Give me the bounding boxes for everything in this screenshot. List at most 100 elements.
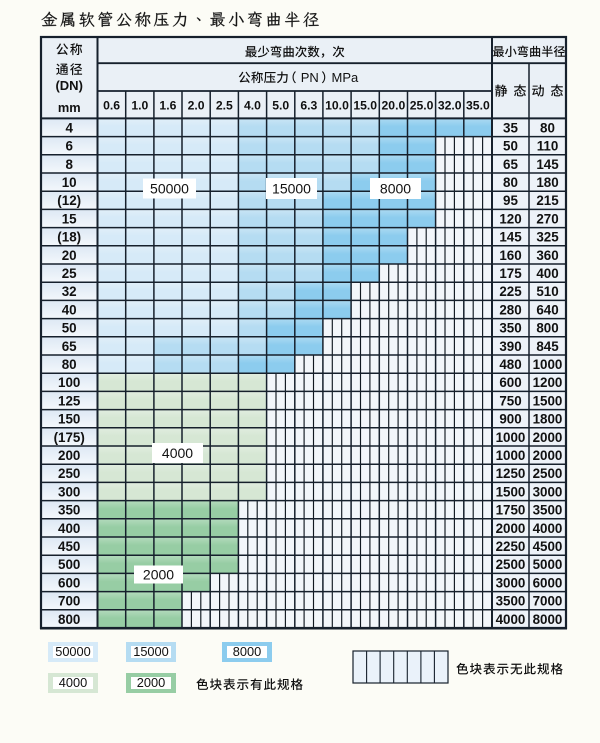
svg-text:50: 50 xyxy=(503,139,518,154)
svg-text:1.0: 1.0 xyxy=(131,99,148,113)
svg-text:360: 360 xyxy=(536,248,558,263)
svg-text:390: 390 xyxy=(499,339,521,354)
svg-text:300: 300 xyxy=(58,484,80,499)
svg-text:3000: 3000 xyxy=(533,484,563,499)
svg-text:32: 32 xyxy=(62,284,77,299)
svg-text:65: 65 xyxy=(503,157,518,172)
svg-text:1500: 1500 xyxy=(496,484,526,499)
svg-text:MPa: MPa xyxy=(332,70,360,85)
svg-text:400: 400 xyxy=(536,266,558,281)
svg-text:750: 750 xyxy=(499,393,521,408)
svg-text:250: 250 xyxy=(58,466,80,481)
svg-text:0.6: 0.6 xyxy=(103,99,120,113)
svg-text:(175): (175) xyxy=(54,430,85,445)
svg-text:4000: 4000 xyxy=(59,675,87,690)
svg-text:15000: 15000 xyxy=(133,644,169,659)
svg-text:8000: 8000 xyxy=(380,181,411,197)
svg-text:8000: 8000 xyxy=(533,612,563,627)
svg-text:10.0: 10.0 xyxy=(325,99,349,113)
svg-text:10: 10 xyxy=(62,175,77,190)
svg-text:95: 95 xyxy=(503,193,518,208)
svg-text:1250: 1250 xyxy=(496,466,526,481)
svg-text:110: 110 xyxy=(537,139,559,154)
svg-text:3000: 3000 xyxy=(496,575,526,590)
svg-text:(12): (12) xyxy=(57,193,81,208)
svg-text:6000: 6000 xyxy=(533,575,563,590)
svg-text:200: 200 xyxy=(58,448,80,463)
svg-text:500: 500 xyxy=(58,557,80,572)
svg-text:100: 100 xyxy=(58,375,80,390)
svg-text:4500: 4500 xyxy=(533,539,563,554)
svg-text:2500: 2500 xyxy=(496,557,526,572)
svg-text:1750: 1750 xyxy=(496,503,526,518)
svg-text:35.0: 35.0 xyxy=(466,99,490,113)
svg-text:510: 510 xyxy=(536,284,558,299)
svg-text:(18): (18) xyxy=(57,230,81,245)
svg-text:600: 600 xyxy=(58,575,80,590)
svg-text:2500: 2500 xyxy=(533,466,563,481)
svg-text:225: 225 xyxy=(499,284,522,299)
svg-text:215: 215 xyxy=(536,193,559,208)
svg-text:150: 150 xyxy=(58,412,80,427)
svg-text:4000: 4000 xyxy=(162,445,193,461)
svg-text:80: 80 xyxy=(540,120,555,135)
svg-text:35: 35 xyxy=(503,120,518,135)
svg-text:mm: mm xyxy=(58,100,81,115)
svg-text:20: 20 xyxy=(62,248,77,263)
svg-text:25.0: 25.0 xyxy=(410,99,434,113)
svg-text:(DN): (DN) xyxy=(55,78,82,93)
svg-text:5000: 5000 xyxy=(533,557,563,572)
svg-text:125: 125 xyxy=(58,393,81,408)
svg-text:900: 900 xyxy=(499,412,521,427)
svg-text:1800: 1800 xyxy=(533,412,563,427)
svg-text:600: 600 xyxy=(499,375,521,390)
svg-text:2000: 2000 xyxy=(143,567,174,583)
svg-text:1000: 1000 xyxy=(496,430,526,445)
svg-text:80: 80 xyxy=(503,175,518,190)
svg-text:120: 120 xyxy=(499,211,521,226)
svg-text:8000: 8000 xyxy=(233,644,261,659)
svg-text:2.5: 2.5 xyxy=(216,99,233,113)
svg-text:145: 145 xyxy=(499,230,522,245)
svg-text:2000: 2000 xyxy=(137,675,165,690)
svg-text:4.0: 4.0 xyxy=(244,99,261,113)
svg-text:8: 8 xyxy=(65,157,73,172)
svg-text:50: 50 xyxy=(62,321,77,336)
svg-text:450: 450 xyxy=(58,539,80,554)
svg-text:270: 270 xyxy=(536,211,558,226)
svg-text:180: 180 xyxy=(536,175,558,190)
svg-text:2000: 2000 xyxy=(496,521,526,536)
svg-text:2000: 2000 xyxy=(533,430,563,445)
svg-text:640: 640 xyxy=(536,302,558,317)
svg-text:2000: 2000 xyxy=(533,448,563,463)
svg-text:40: 40 xyxy=(62,302,77,317)
svg-text:280: 280 xyxy=(499,302,521,317)
svg-text:1.6: 1.6 xyxy=(159,99,176,113)
svg-text:3500: 3500 xyxy=(533,503,563,518)
svg-text:6: 6 xyxy=(65,139,72,154)
svg-text:1500: 1500 xyxy=(533,393,563,408)
svg-text:80: 80 xyxy=(62,357,77,372)
svg-text:65: 65 xyxy=(62,339,77,354)
svg-text:15000: 15000 xyxy=(272,181,311,197)
svg-text:325: 325 xyxy=(536,230,559,245)
svg-text:PN: PN xyxy=(301,70,319,85)
svg-text:4: 4 xyxy=(65,120,73,135)
svg-text:1000: 1000 xyxy=(496,448,526,463)
svg-text:3500: 3500 xyxy=(496,594,526,609)
svg-text:4000: 4000 xyxy=(533,521,563,536)
svg-text:800: 800 xyxy=(58,612,80,627)
svg-text:2250: 2250 xyxy=(496,539,526,554)
svg-text:25: 25 xyxy=(62,266,77,281)
svg-text:50000: 50000 xyxy=(150,181,189,197)
svg-text:160: 160 xyxy=(499,248,521,263)
svg-text:350: 350 xyxy=(58,503,80,518)
svg-text:350: 350 xyxy=(499,321,521,336)
svg-text:15.0: 15.0 xyxy=(353,99,377,113)
svg-text:145: 145 xyxy=(536,157,559,172)
svg-text:700: 700 xyxy=(58,594,80,609)
svg-text:845: 845 xyxy=(536,339,559,354)
svg-text:4000: 4000 xyxy=(496,612,526,627)
svg-text:50000: 50000 xyxy=(55,644,91,659)
svg-text:7000: 7000 xyxy=(533,594,563,609)
